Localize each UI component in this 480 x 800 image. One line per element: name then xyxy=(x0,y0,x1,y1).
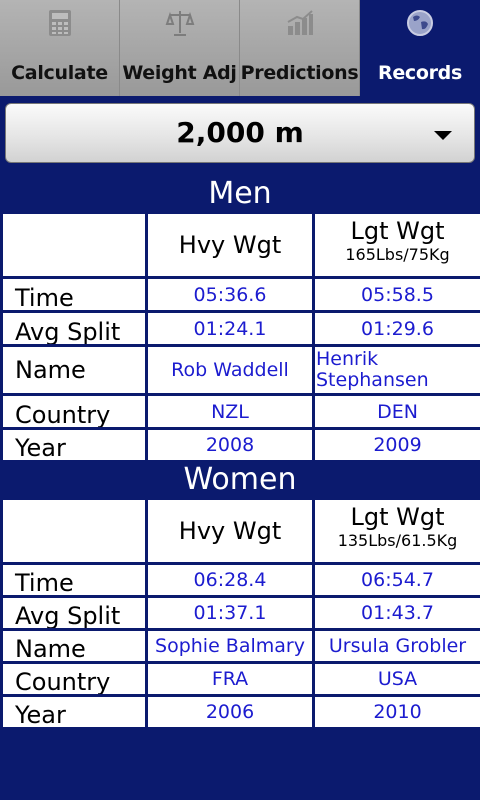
light-weight-header-title: Lgt Wgt xyxy=(350,503,445,531)
row-label: Year xyxy=(0,694,148,730)
table-row: Year 2008 2009 xyxy=(0,427,480,463)
tab-calculate[interactable]: Calculate xyxy=(0,0,120,96)
row-label: Year xyxy=(0,427,148,463)
women-section-title: Women xyxy=(183,462,297,497)
table-row: Name Sophie Balmary Ursula Grobler xyxy=(0,628,480,664)
heavy-country-value: FRA xyxy=(145,661,315,697)
globe-icon xyxy=(407,10,433,36)
tab-weight-adj[interactable]: Weight Adj xyxy=(120,0,240,96)
light-weight-header-title: Lgt Wgt xyxy=(350,217,445,245)
light-country-value: DEN xyxy=(312,393,480,430)
light-split-value: 01:29.6 xyxy=(312,310,480,347)
tab-records[interactable]: Records xyxy=(360,0,480,96)
heavy-time-value: 05:36.6 xyxy=(145,276,315,313)
light-weight-header: Lgt Wgt 165Lbs/75Kg xyxy=(312,211,480,279)
table-row: Year 2006 2010 xyxy=(0,694,480,730)
row-label: Name xyxy=(0,628,148,664)
heavy-time-value: 06:28.4 xyxy=(145,562,315,598)
light-weight-header: Lgt Wgt 135Lbs/61.5Kg xyxy=(312,497,480,565)
table-row: Name Rob Waddell Henrik Stephansen xyxy=(0,344,480,396)
table-row: Country FRA USA xyxy=(0,661,480,697)
heavy-name-value: Rob Waddell xyxy=(145,344,315,396)
light-country-value: USA xyxy=(312,661,480,697)
light-time-value: 05:58.5 xyxy=(312,276,480,313)
table-row: Time 05:36.6 05:58.5 xyxy=(0,276,480,313)
heavy-weight-header: Hvy Wgt xyxy=(145,211,315,279)
scale-icon xyxy=(165,11,194,36)
table-row: Country NZL DEN xyxy=(0,393,480,430)
heavy-name-value: Sophie Balmary xyxy=(145,628,315,664)
row-label: Country xyxy=(0,661,148,697)
light-year-value: 2010 xyxy=(312,694,480,730)
table-row: Time 06:28.4 06:54.7 xyxy=(0,562,480,598)
heavy-split-value: 01:37.1 xyxy=(145,595,315,631)
light-name-value: Henrik Stephansen xyxy=(312,344,480,396)
row-label: Avg Split xyxy=(0,310,148,347)
header-empty-cell xyxy=(0,211,148,279)
tab-predictions[interactable]: Predictions xyxy=(240,0,360,96)
row-label: Time xyxy=(0,562,148,598)
light-split-value: 01:43.7 xyxy=(312,595,480,631)
men-section-title: Men xyxy=(208,176,272,211)
women-records-table: Hvy Wgt Lgt Wgt 135Lbs/61.5Kg Time 06:28… xyxy=(0,497,480,730)
light-weight-header-limit: 135Lbs/61.5Kg xyxy=(337,531,458,551)
heavy-year-value: 2008 xyxy=(145,427,315,463)
calculator-icon xyxy=(48,10,71,36)
heavy-country-value: NZL xyxy=(145,393,315,430)
distance-select[interactable]: 2,000 m xyxy=(5,103,475,163)
row-label: Name xyxy=(0,344,148,396)
row-label: Country xyxy=(0,393,148,430)
table-row: Avg Split 01:24.1 01:29.6 xyxy=(0,310,480,347)
table-row: Avg Split 01:37.1 01:43.7 xyxy=(0,595,480,631)
tab-label: Weight Adj xyxy=(122,62,237,84)
row-label: Time xyxy=(0,276,148,313)
distance-select-value: 2,000 m xyxy=(176,116,304,149)
table-header-row: Hvy Wgt Lgt Wgt 165Lbs/75Kg xyxy=(0,211,480,279)
table-header-row: Hvy Wgt Lgt Wgt 135Lbs/61.5Kg xyxy=(0,497,480,565)
row-label: Avg Split xyxy=(0,595,148,631)
tab-label: Predictions xyxy=(240,62,359,84)
tab-label: Records xyxy=(377,62,462,84)
men-records-table: Hvy Wgt Lgt Wgt 165Lbs/75Kg Time 05:36.6… xyxy=(0,211,480,463)
light-name-value: Ursula Grobler xyxy=(312,628,480,664)
heavy-weight-header: Hvy Wgt xyxy=(145,497,315,565)
tab-label: Calculate xyxy=(11,62,108,84)
tab-bar: Calculate Weight Adj Predictions xyxy=(0,0,480,96)
bar-chart-icon xyxy=(287,10,313,35)
light-year-value: 2009 xyxy=(312,427,480,463)
light-weight-header-limit: 165Lbs/75Kg xyxy=(345,245,450,265)
light-time-value: 06:54.7 xyxy=(312,562,480,598)
header-empty-cell xyxy=(0,497,148,565)
heavy-year-value: 2006 xyxy=(145,694,315,730)
heavy-split-value: 01:24.1 xyxy=(145,310,315,347)
chevron-down-icon xyxy=(434,131,452,140)
